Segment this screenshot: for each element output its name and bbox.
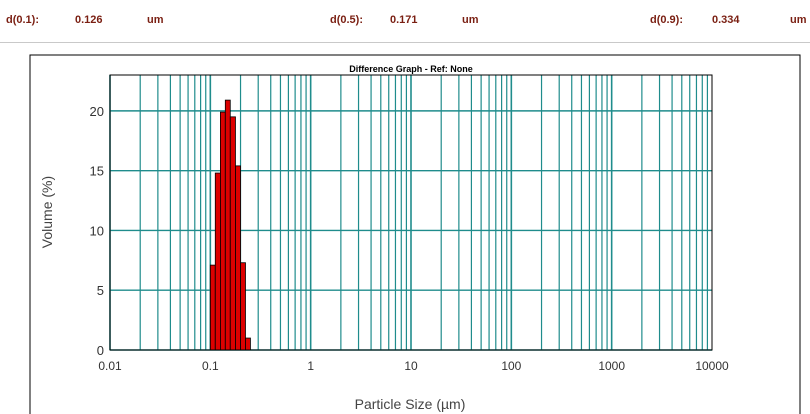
d50-unit: um — [462, 14, 479, 26]
y-tick-label: 5 — [97, 283, 104, 298]
plot-border — [109, 74, 713, 351]
histogram-bar — [240, 262, 246, 351]
y-tick-label: 0 — [97, 343, 104, 358]
y-tick-label: 15 — [90, 164, 104, 179]
x-tick-label: 1000 — [598, 359, 625, 373]
header-divider — [0, 42, 810, 43]
d50-value: 0.171 — [390, 14, 418, 26]
chart-frame — [29, 54, 801, 414]
x-axis-label: Particle Size (µm) — [355, 396, 466, 412]
x-tick-label: 10 — [404, 359, 418, 373]
y-tick-label: 20 — [90, 104, 104, 119]
chart-title: Difference Graph - Ref: None — [349, 64, 473, 74]
d90-value: 0.334 — [712, 14, 740, 26]
d90-unit: um — [790, 14, 807, 26]
d10-unit: um — [147, 14, 164, 26]
x-tick-label: 0.01 — [98, 359, 122, 373]
histogram-bar — [245, 337, 251, 351]
x-tick-label: 10000 — [695, 359, 729, 373]
histogram-bar — [224, 99, 231, 351]
x-tick-label: 0.1 — [202, 359, 219, 373]
x-tick-label: 1 — [307, 359, 314, 373]
d90-label: d(0.9): — [650, 14, 683, 26]
histogram-bar — [220, 111, 226, 351]
y-tick-labels: 0 5 10 15 20 — [90, 104, 104, 358]
histogram-bar — [235, 165, 241, 351]
x-tick-labels: 0.01 0.1 1 10 100 1000 10000 — [98, 359, 729, 373]
y-tick-label: 10 — [90, 223, 104, 238]
y-axis-label: Volume (%) — [39, 176, 55, 248]
d10-label: d(0.1): — [6, 14, 39, 26]
d10-value: 0.126 — [75, 14, 103, 26]
histogram-bar — [209, 264, 216, 351]
size-statistics-bar: d(0.1): 0.126 um d(0.5): 0.171 um d(0.9)… — [0, 0, 810, 40]
histogram-bar — [214, 172, 221, 351]
d50-label: d(0.5): — [330, 14, 363, 26]
histogram-bar — [229, 116, 236, 351]
bar-series — [209, 99, 251, 351]
x-tick-label: 100 — [501, 359, 521, 373]
